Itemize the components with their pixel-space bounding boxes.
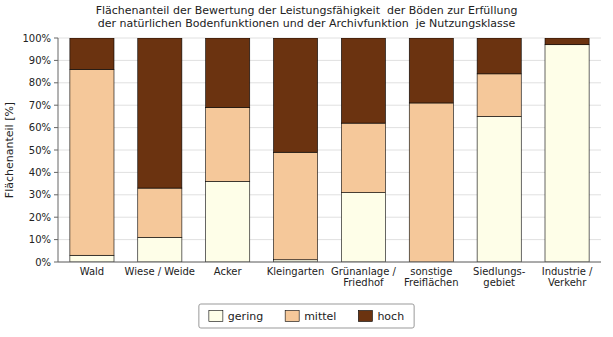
text-line: Friedhof (343, 277, 384, 288)
tick-label: 0% (35, 257, 51, 268)
legend-swatch (285, 311, 299, 322)
text-line: Wald (80, 266, 105, 277)
bar-segment (70, 255, 114, 262)
x-axis (58, 262, 601, 263)
tick-label: 80% (29, 77, 51, 88)
category-label: Kleingarten (267, 266, 325, 277)
text-line: Industrie / (542, 266, 593, 277)
bar-segment (341, 38, 385, 123)
tick-mark (54, 172, 58, 173)
bar-segment (206, 38, 250, 107)
category-label: Wiese / Weide (125, 266, 195, 277)
legend-label: gering (228, 310, 263, 323)
tick-mark (54, 194, 58, 195)
bars (70, 38, 589, 262)
text-line: sonstige (410, 266, 452, 277)
bar-segment (545, 45, 589, 262)
legend: gering mittel hoch (209, 310, 404, 323)
bar-segment (138, 38, 182, 188)
chart: Flächenanteil der Bewertung der Leistung… (0, 0, 613, 337)
tick-label: 50% (29, 145, 51, 156)
legend-label: mittel (304, 310, 336, 323)
tick-label: 100% (22, 33, 51, 44)
tick-mark (54, 38, 58, 39)
text-line: gebiet (483, 277, 515, 288)
text-line: Kleingarten (267, 266, 325, 277)
tick-label: 40% (29, 167, 51, 178)
axis-label: Flächenanteil [%] (3, 102, 16, 198)
tick-mark (54, 82, 58, 83)
bar-segment (477, 74, 521, 117)
tick-label: 90% (29, 55, 51, 66)
bar-segment (206, 107, 250, 181)
text-line: Freiflächen (404, 277, 459, 288)
category-label: Industrie /Verkehr (542, 266, 593, 288)
bar-segment (341, 123, 385, 192)
text-line: Verkehr (548, 277, 587, 288)
text-line: Acker (214, 266, 243, 277)
bar-segment (477, 38, 521, 74)
tick-mark (54, 105, 58, 106)
bar-segment (138, 237, 182, 262)
tick-mark (54, 262, 58, 263)
bar-segment (477, 116, 521, 262)
bar-segment (409, 103, 453, 262)
tick-mark (54, 60, 58, 61)
bar-segment (138, 188, 182, 237)
bar-segment (274, 152, 318, 260)
bar-segment (206, 181, 250, 262)
text-line: Wiese / Weide (125, 266, 195, 277)
grid-line (58, 262, 601, 263)
tick-label: 70% (29, 100, 51, 111)
bar-segment (341, 193, 385, 262)
tick-label: 60% (29, 122, 51, 133)
category-label: sonstigeFreiflächen (404, 266, 459, 288)
legend-swatch (358, 311, 372, 322)
legend-swatch (209, 311, 223, 322)
tick-mark (54, 217, 58, 218)
bar-segment (545, 38, 589, 45)
tick-mark (54, 239, 58, 240)
category-label: Grünanlage /Friedhof (331, 266, 397, 288)
bar-segment (409, 38, 453, 103)
category-label: Acker (214, 266, 243, 277)
category-label: Wald (80, 266, 105, 277)
bar-segment (70, 38, 114, 69)
category-label: Siedlungs-gebiet (473, 266, 526, 288)
bar-segment (274, 38, 318, 152)
legend-frame (199, 304, 414, 328)
title: Flächenanteil der Bewertung der Leistung… (96, 4, 518, 30)
tick-label: 30% (29, 189, 51, 200)
tick-mark (54, 127, 58, 128)
tick-label: 10% (29, 234, 51, 245)
y-axis (58, 38, 59, 262)
text-line: Flächenanteil der Bewertung der Leistung… (96, 4, 518, 17)
bar-segment (70, 69, 114, 255)
text-line: der natürlichen Bodenfunktionen und der … (98, 17, 516, 30)
legend-label: hoch (377, 310, 404, 323)
text-line: Siedlungs- (473, 266, 526, 277)
tick-mark (54, 150, 58, 151)
text-line: Grünanlage / (331, 266, 397, 277)
tick-label: 20% (29, 212, 51, 223)
